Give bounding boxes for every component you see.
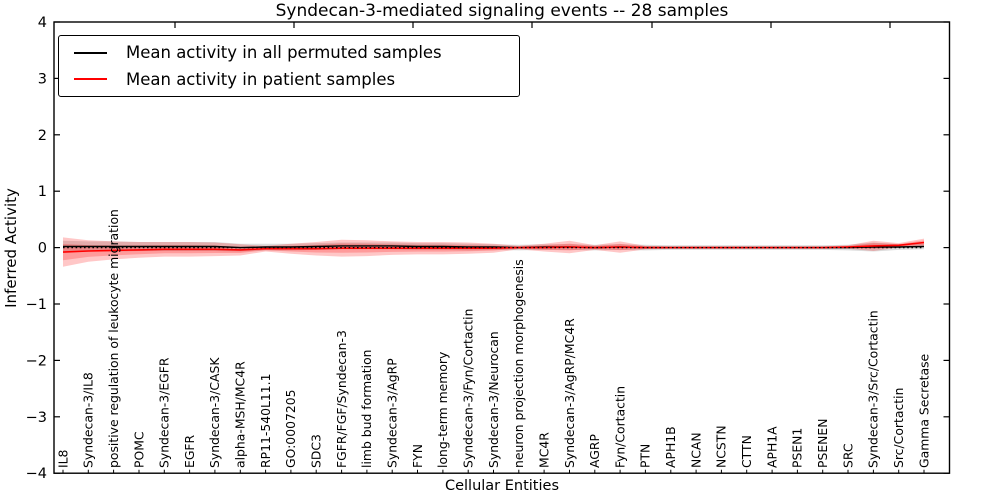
x-tick-label: SRC (840, 443, 855, 468)
x-axis-title: Cellular Entities (444, 478, 560, 494)
patient-line-swatch (74, 78, 107, 81)
y-tick-label: −1 (26, 297, 47, 313)
x-tick-label: IL8 (55, 449, 70, 468)
x-tick-label: Syndecan-3/Src/Cortactin (866, 310, 881, 468)
x-category-labels: IL8 Syndecan-3/IL8 positive regulation of … (55, 209, 931, 468)
x-tick-label: long-term memory (435, 352, 450, 468)
x-tick-label: alpha-MSH/MC4R (233, 361, 248, 468)
x-tick-label: SDC3 (309, 434, 324, 468)
x-tick-label: limb bud formation (359, 350, 374, 469)
y-tick-label: −2 (26, 353, 47, 369)
x-tick-label: CTTN (739, 435, 754, 468)
y-tick-labels: −4 −3 −2 −1 0 1 2 3 4 (26, 15, 47, 482)
x-tick-label: Syndecan-3/AgRP/MC4R (562, 318, 577, 468)
y-tick-label: 4 (38, 15, 47, 31)
legend-item-patient: Mean activity in patient samples (59, 70, 519, 89)
x-tick-label: Gamma Secretase (916, 354, 931, 468)
x-tick-label: APH1A (764, 426, 779, 468)
x-tick-label: Syndecan-3/IL8 (81, 372, 96, 468)
x-axis-ticks (62, 469, 925, 474)
legend-item-permuted: Mean activity in all permuted samples (59, 43, 519, 62)
y-tick-label: 1 (38, 184, 47, 200)
x-tick-label: NCSTN (714, 425, 729, 468)
x-tick-label: neuron projection morphogenesis (511, 259, 526, 468)
x-tick-label: Syndecan-3/CASK (207, 357, 222, 468)
x-tick-label: Syndecan-3/Fyn/Cortactin (461, 309, 476, 468)
x-tick-label: Syndecan-3/Neurocan (486, 331, 501, 468)
legend-label-permuted: Mean activity in all permuted samples (126, 43, 442, 63)
x-tick-label: MC4R (536, 432, 551, 468)
x-tick-label: Fyn/Cortactin (612, 386, 627, 468)
x-tick-label: APH1B (663, 426, 678, 468)
y-tick-label: −3 (26, 410, 47, 426)
permuted-line-swatch (74, 51, 107, 54)
x-tick-label: positive regulation of leukocyte migrati… (106, 209, 121, 468)
top-axis-ticks (174, 22, 891, 28)
x-tick-label: EGFR (182, 434, 197, 468)
x-tick-label: Syndecan-3/AgRP (385, 358, 400, 468)
x-tick-label: NCAN (688, 432, 703, 468)
x-tick-label: RP11-540L11.1 (258, 374, 273, 468)
patient-band-inner (63, 240, 924, 261)
x-tick-label: Src/Cortactin (891, 388, 906, 468)
legend: Mean activity in all permuted samples Me… (58, 35, 520, 97)
y-tick-label: 2 (38, 128, 47, 144)
x-tick-label: FYN (410, 444, 425, 468)
x-tick-label: Syndecan-3/EGFR (157, 357, 172, 468)
x-tick-label: GO:0007205 (283, 390, 298, 469)
y-tick-label: 3 (38, 71, 47, 87)
y-axis-title: Inferred Activity (2, 188, 20, 308)
x-tick-label: PTN (638, 444, 653, 468)
legend-label-patient: Mean activity in patient samples (126, 69, 396, 89)
patient-band-outer (63, 237, 924, 267)
y-axis-ticks (54, 21, 950, 474)
x-tick-label: POMC (131, 431, 146, 468)
x-tick-label: FGFR/FGF/Syndecan-3 (334, 330, 349, 468)
y-tick-label: 0 (38, 241, 47, 257)
patient-mean-line (62, 241, 925, 253)
y-tick-label: −4 (26, 466, 47, 482)
x-tick-label: AGRP (587, 434, 602, 468)
chart-title: Syndecan-3-mediated signaling events -- … (275, 1, 729, 21)
x-tick-label: PSENEN (815, 418, 830, 468)
x-tick-label: PSEN1 (790, 428, 805, 468)
